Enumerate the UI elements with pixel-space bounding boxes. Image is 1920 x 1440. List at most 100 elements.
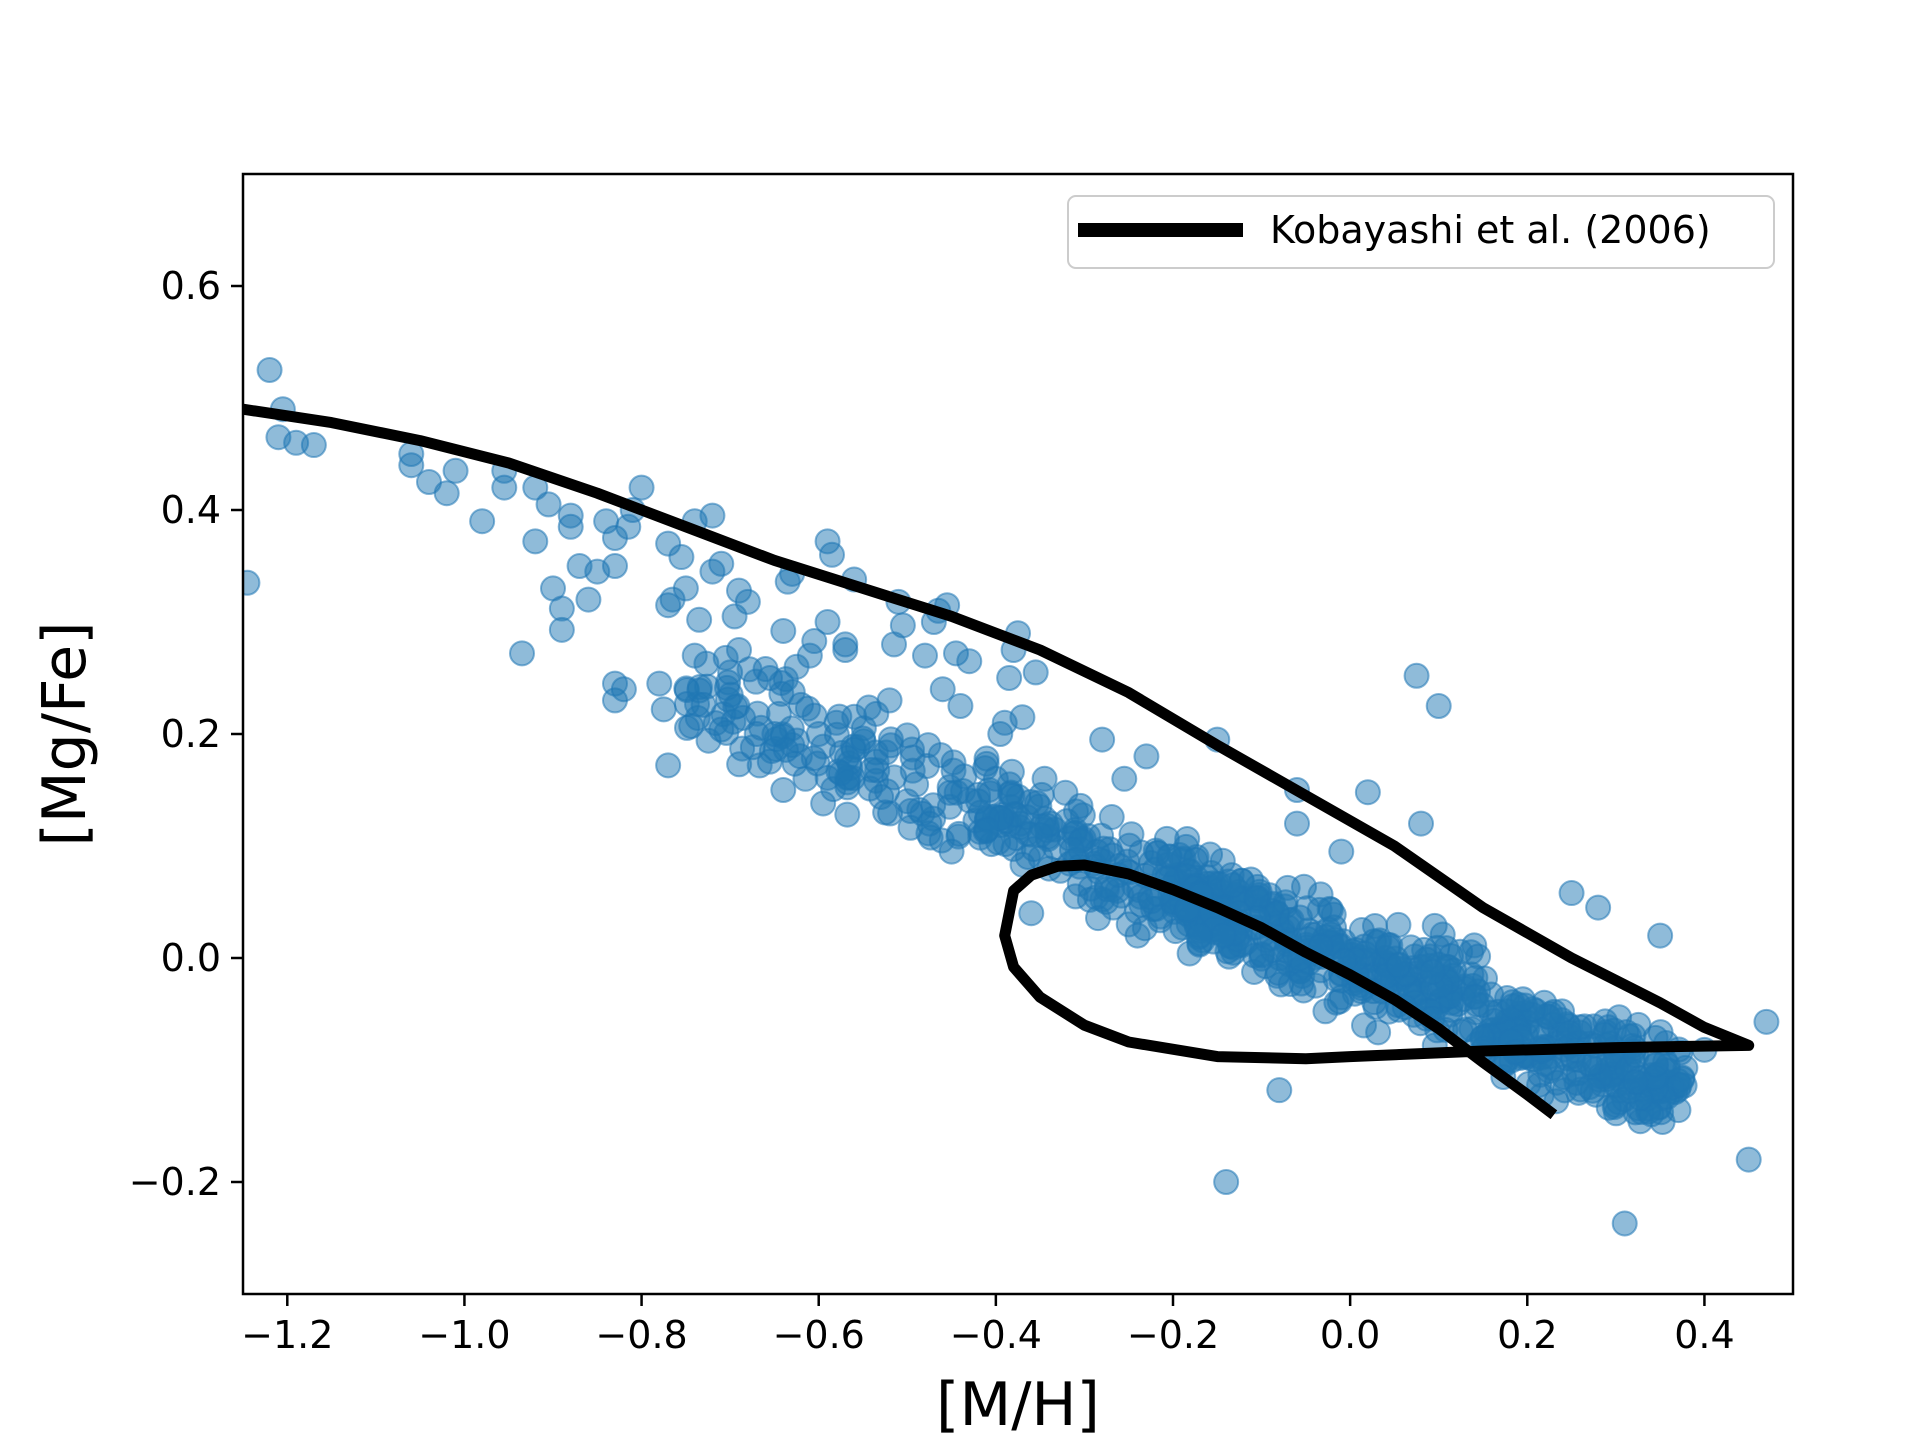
data-point [810,790,837,817]
y-tick-label: 0.0 [161,936,221,980]
x-tick-label: −0.8 [595,1313,687,1357]
data-point [1585,894,1612,921]
data-point [832,631,859,658]
y-tick-label: −0.2 [129,1160,221,1204]
data-point [1186,922,1213,949]
x-axis-ticks: −1.2 −1.0 −0.8 −0.6 −0.4 −0.2 0.0 0.2 0.4 [241,1294,1735,1357]
data-point [982,765,1009,792]
data-point [951,763,978,790]
x-tick-label: −0.2 [1127,1313,1219,1357]
x-axis-label: [M/H] [936,1370,1100,1440]
data-point [300,432,327,459]
data-point [770,617,797,644]
data-point [916,810,943,837]
data-point [575,586,602,613]
data-point [1611,1210,1638,1237]
data-point [1469,992,1496,1019]
x-tick-label: 0.0 [1320,1313,1380,1357]
data-point [788,691,814,718]
data-point [1210,922,1237,949]
data-point [1647,1019,1674,1046]
data-point [1009,704,1036,731]
data-point [889,612,916,639]
data-point [699,502,726,529]
data-point [765,700,792,727]
data-point [522,528,549,555]
data-point [668,544,695,571]
model-line-layer [243,403,1755,1120]
data-point [690,691,717,718]
data-point [1265,959,1292,986]
data-point [726,637,752,663]
data-point [557,513,584,540]
x-tick-label: 0.4 [1674,1313,1734,1357]
y-axis-label: [Mg/Fe] [30,621,100,846]
data-point [858,756,885,783]
data-point [1579,1077,1606,1104]
data-point [912,642,938,669]
data-point [974,816,1000,843]
data-point [1111,765,1138,792]
kobayashi-model-line [243,403,1755,1120]
data-point [734,588,761,615]
data-point [915,732,942,759]
data-point [708,550,735,577]
y-axis-ticks: −0.2 0.0 0.2 0.4 0.6 [129,264,243,1204]
data-point [1024,790,1051,817]
data-point [243,569,261,596]
data-point [929,676,956,703]
data-point [708,716,735,743]
data-point [646,670,673,697]
data-point [1753,1008,1780,1035]
data-point [650,696,677,723]
data-point [1288,970,1315,997]
data-point [1576,1050,1603,1077]
data-point [996,665,1023,691]
data-point [1062,883,1089,910]
data-point [1647,922,1674,949]
data-point [1419,958,1446,985]
data-point [535,491,562,518]
x-tick-label: −0.6 [773,1313,865,1357]
data-point [628,474,655,501]
data-point [1385,952,1412,979]
data-point [1155,843,1182,870]
data-point [1053,808,1080,835]
data-point [1213,1169,1240,1195]
data-point [1291,873,1318,900]
data-point [672,575,699,602]
data-point [1100,894,1127,921]
data-point [1421,912,1448,939]
data-point [1403,662,1430,689]
data-point [801,628,828,655]
legend-box [1067,195,1775,269]
data-point [491,474,518,501]
data-point [823,709,850,736]
x-tick-label: −1.0 [418,1313,510,1357]
data-point [850,725,876,752]
data-point [965,788,992,815]
data-point [1284,810,1310,837]
data-point [1408,810,1434,837]
data-point [872,799,899,826]
data-point [1509,986,1536,1013]
data-point [442,457,469,484]
data-point [1735,1146,1762,1173]
data-point [1425,693,1452,719]
data-point [1613,1019,1640,1046]
data-point [947,693,974,719]
data-point [1219,872,1246,899]
data-point [1133,743,1160,770]
data-point [1543,1069,1570,1096]
x-tick-label: −0.4 [950,1313,1042,1357]
data-point [256,357,283,383]
data-point [819,541,845,568]
data-point [1595,1094,1622,1121]
data-point [770,777,797,803]
data-point [956,648,983,675]
data-point [1643,1051,1670,1078]
data-point [938,838,965,865]
data-point [1328,838,1355,865]
y-tick-label: 0.2 [161,712,221,756]
